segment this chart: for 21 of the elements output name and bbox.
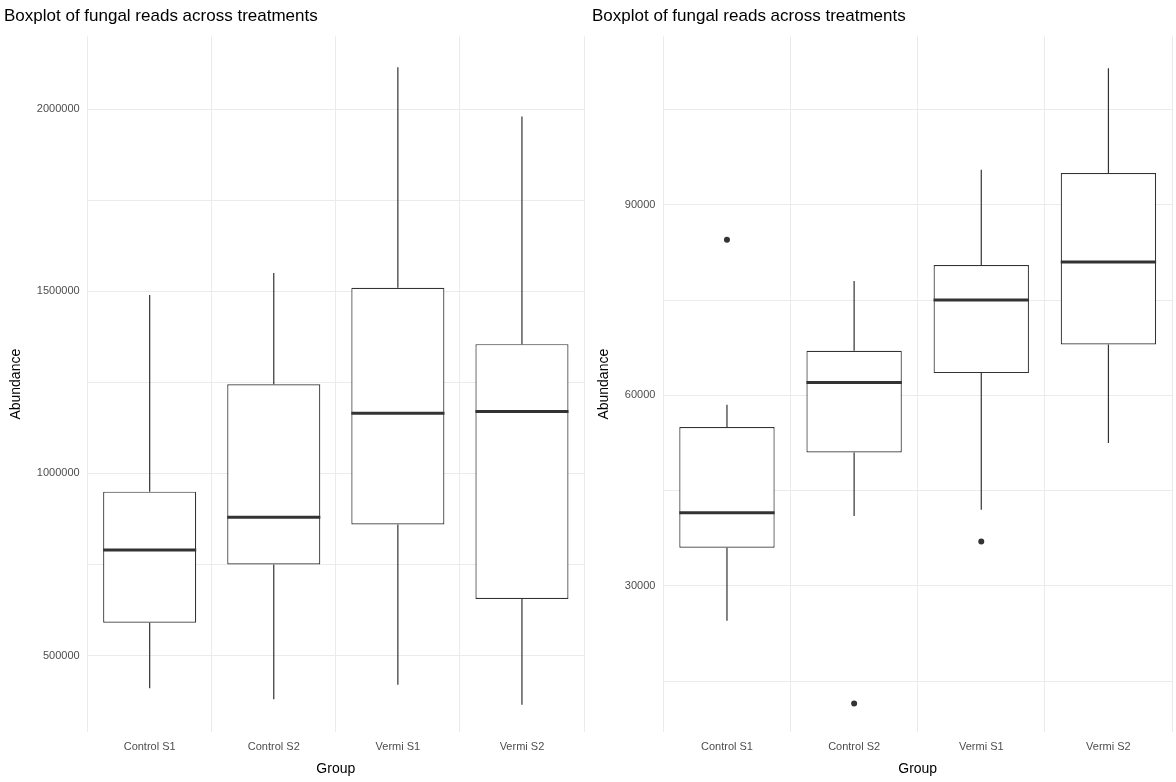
y-axis-title: Abundance	[595, 348, 612, 420]
x-tick-label: Control S1	[700, 739, 753, 752]
y-tick-label: 1500000	[36, 284, 80, 297]
chart-title: Boxplot of fungal reads across treatments	[4, 5, 318, 25]
x-axis-title: Group	[316, 760, 356, 777]
x-tick-label: Vermi S2	[499, 739, 545, 752]
x-tick-label: Vermi S1	[958, 739, 1004, 752]
y-tick-label: 30000	[624, 578, 656, 591]
y-tick-label: 1000000	[36, 466, 80, 479]
x-tick-label: Control S1	[123, 739, 176, 752]
y-tick-label: 60000	[624, 388, 656, 401]
chart-title: Boxplot of fungal reads across treatments	[592, 5, 906, 25]
x-tick-label: Vermi S1	[375, 739, 421, 752]
y-axis-title: Abundance	[7, 348, 24, 420]
y-tick-label: 90000	[624, 197, 656, 210]
x-tick-label: Control S2	[247, 739, 300, 752]
x-tick-label: Vermi S2	[1086, 739, 1131, 752]
y-tick-label: 2000000	[36, 102, 80, 115]
y-tick-label: 500000	[42, 648, 80, 661]
x-axis-title: Group	[898, 760, 938, 777]
x-tick-label: Control S2	[828, 739, 881, 752]
